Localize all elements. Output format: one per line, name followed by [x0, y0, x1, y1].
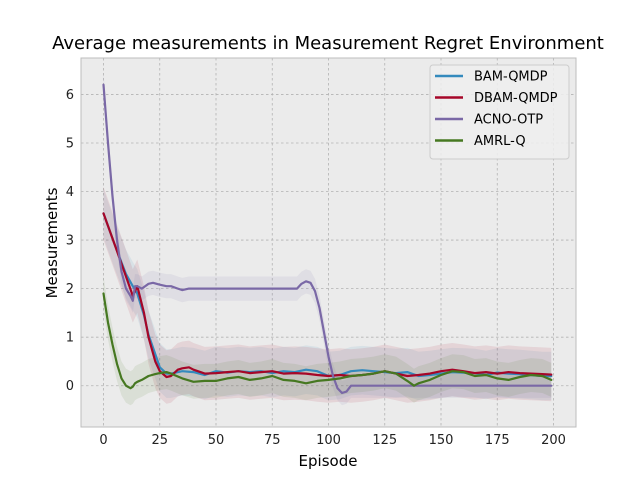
chart-title: Average measurements in Measurement Regr…: [52, 33, 604, 54]
x-tick-label: 75: [264, 433, 281, 448]
band-acno-otp: [103, 72, 552, 406]
legend-box: [429, 64, 570, 160]
plot-frame: [80, 57, 577, 428]
legend-label-amrl-q: AMRL-Q: [474, 134, 526, 149]
y-tick-label: 3: [66, 234, 74, 249]
y-tick-label: 0: [66, 379, 74, 394]
y-tick-label: 1: [66, 331, 74, 346]
y-axis-label: Measurements: [43, 187, 61, 298]
band-bam-qmdp: [103, 189, 552, 401]
x-tick-label: 100: [316, 433, 341, 448]
x-tick-label: 175: [485, 433, 510, 448]
x-tick-label: 200: [541, 433, 566, 448]
x-tick-label: 50: [208, 433, 225, 448]
x-tick-label: 150: [429, 433, 454, 448]
legend-label-acno-otp: ACNO-OTP: [474, 113, 543, 128]
x-tick-label: 0: [99, 433, 107, 448]
x-tick-label: 25: [151, 433, 168, 448]
x-tick-label: 125: [372, 433, 397, 448]
legend-label-bam-qmdp: BAM-QMDP: [474, 70, 548, 85]
x-axis-label: Episode: [299, 452, 358, 470]
legend: BAM-QMDP DBAM-QMDP ACNO-OTP AMRL-Q: [429, 64, 570, 160]
y-tick-label: 6: [66, 88, 74, 103]
y-tick-label: 2: [66, 282, 74, 297]
y-tick-label: 5: [66, 136, 74, 151]
band-dbam-qmdp: [103, 186, 552, 404]
legend-label-dbam-qmdp: DBAM-QMDP: [474, 91, 558, 106]
series-line-dbam-qmdp: [102, 212, 553, 379]
series-line-acno-otp: [102, 83, 553, 395]
y-tick-label: 4: [66, 185, 74, 200]
series-line-amrl-q: [102, 292, 553, 390]
